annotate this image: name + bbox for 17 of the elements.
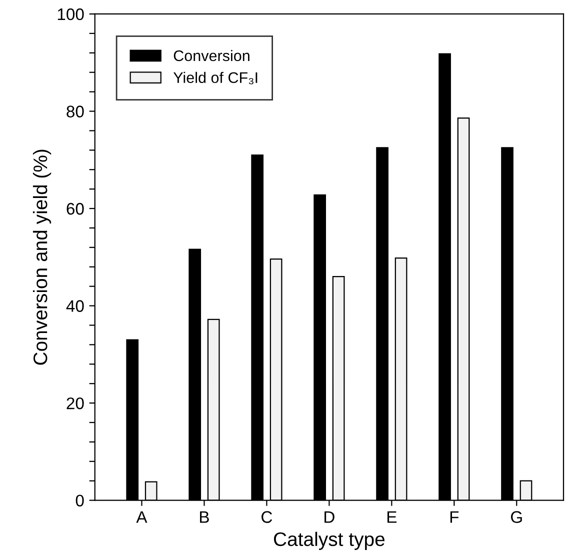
x-tick-label: C — [262, 511, 272, 523]
x-tick-label: F — [450, 511, 459, 523]
x-tick-label: G — [510, 511, 522, 523]
x-tick-label: A — [136, 511, 148, 523]
legend-label: Yield of CF₃I — [173, 72, 258, 84]
legend-label: Conversion — [174, 50, 250, 62]
x-tick-label: D — [324, 511, 334, 523]
x-tick-label: B — [200, 511, 209, 523]
y-tick-label: 100 — [58, 8, 84, 20]
y-tick-label: 20 — [66, 397, 84, 410]
x-axis-title: Catalyst type — [274, 532, 385, 550]
y-tick-label: 40 — [66, 300, 84, 312]
y-tick-label: 0 — [76, 494, 84, 507]
y-tick-label: 60 — [66, 202, 84, 215]
y-tick-label: 80 — [66, 106, 84, 118]
x-tick-label: E — [387, 511, 397, 523]
y-axis-title: Conversion and yield (%) — [32, 150, 52, 365]
